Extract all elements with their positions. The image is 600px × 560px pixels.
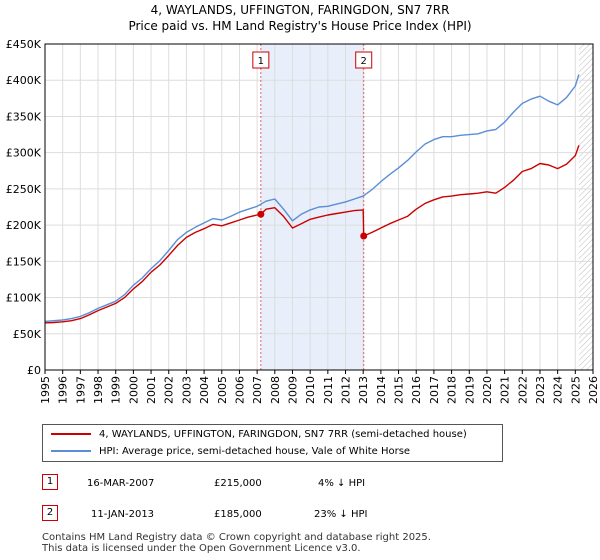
sale-marker-label-1: 1 (258, 56, 264, 67)
legend-item-property: 4, WAYLANDS, UFFINGTON, FARINGDON, SN7 7… (51, 427, 467, 443)
legend-swatch-property (51, 433, 91, 435)
x-tick-label: 2009 (286, 376, 299, 404)
y-tick-label: £150K (6, 255, 42, 268)
x-tick-label: 2014 (375, 376, 388, 404)
y-tick-label: £350K (6, 110, 42, 123)
sale-row-1: 1 16-MAR-2007 £215,000 4% ↓ HPI (42, 474, 562, 492)
sale-marker-box-2 (355, 51, 373, 69)
sale-badge-1: 1 (42, 474, 58, 490)
sale-hpi-1: 4% ↓ HPI (318, 478, 366, 489)
x-tick-label: 2002 (163, 376, 176, 404)
x-tick-label: 2019 (463, 376, 476, 404)
property-series-line (44, 145, 580, 324)
price-chart: £0 £50K £100K £150K £200K £250K £300K £350K £400… (6, 38, 600, 404)
plot-frame (44, 43, 594, 371)
legend-item-hpi: HPI: Average price, semi-detached house,… (51, 444, 410, 460)
hatched-region (578, 44, 593, 370)
x-tick-label: 2005 (216, 376, 229, 404)
x-tick-label: 2012 (340, 376, 353, 404)
x-tick-label: 2016 (410, 376, 423, 404)
x-tick-label: 1996 (57, 376, 70, 404)
sale-marker-box-1 (252, 51, 270, 69)
y-tick-label: £0 (27, 364, 41, 377)
ownership-shaded-region (260, 44, 364, 370)
x-tick-label: 2022 (516, 376, 529, 404)
sale-badge-2: 2 (42, 505, 58, 521)
x-tick-label: 2021 (499, 376, 512, 404)
y-tick-label: £400K (6, 74, 42, 87)
sale-row-2: 2 11-JAN-2013 £185,000 23% ↓ HPI (42, 505, 562, 523)
sale-date-2: 11-JAN-2013 (91, 509, 155, 520)
chart-subtitle: Price paid vs. HM Land Registry's House … (128, 19, 472, 33)
x-tick-label: 2013 (357, 376, 370, 404)
footer-copyright: Contains HM Land Registry data © Crown c… (42, 532, 431, 543)
x-tick-label: 2006 (233, 376, 246, 404)
x-tick-label: 2001 (145, 376, 158, 404)
x-tick-label: 2018 (446, 376, 459, 404)
sale-hpi-2: 23% ↓ HPI (314, 509, 368, 520)
x-tick-label: 2020 (481, 376, 494, 404)
sale-price-1: £215,000 (214, 478, 262, 489)
x-tick-label: 2015 (393, 376, 406, 404)
hpi-series-line (44, 74, 580, 323)
sale-point-1 (257, 210, 265, 218)
legend-swatch-hpi (51, 450, 91, 452)
x-tick-label: 1995 (39, 376, 52, 404)
x-tick-label: 1997 (74, 376, 87, 404)
footer-licence: This data is licensed under the Open Gov… (42, 543, 361, 554)
y-tick-label: £200K (6, 219, 42, 232)
x-tick-label: 2024 (552, 376, 565, 404)
chart-title: 4, WAYLANDS, UFFINGTON, FARINGDON, SN7 7… (150, 3, 450, 17)
x-tick-label: 2025 (569, 376, 582, 404)
x-tick-label: 2011 (322, 376, 335, 404)
x-tick-label: 2010 (304, 376, 317, 404)
x-tick-label: 2017 (428, 376, 441, 404)
x-tick-label: 2023 (534, 376, 547, 404)
legend-label-property: 4, WAYLANDS, UFFINGTON, FARINGDON, SN7 7… (99, 429, 467, 440)
x-tick-label: 2026 (587, 376, 600, 404)
legend: 4, WAYLANDS, UFFINGTON, FARINGDON, SN7 7… (42, 424, 503, 462)
y-tick-label: £250K (6, 183, 42, 196)
y-tick-label: £100K (6, 292, 42, 305)
x-tick-label: 2000 (127, 376, 140, 404)
y-tick-label: £300K (6, 147, 42, 160)
x-tick-label: 2008 (269, 376, 282, 404)
y-tick-label: £50K (13, 328, 42, 341)
x-tick-label: 1998 (92, 376, 105, 404)
x-tick-label: 2007 (251, 376, 264, 404)
sale-price-2: £185,000 (214, 509, 262, 520)
legend-label-hpi: HPI: Average price, semi-detached house,… (99, 446, 411, 457)
sale-date-1: 16-MAR-2007 (87, 478, 155, 489)
sale-marker-label-2: 2 (361, 56, 367, 67)
sale-point-2 (360, 232, 368, 240)
x-tick-label: 2004 (198, 376, 211, 404)
x-tick-label: 1999 (110, 376, 123, 404)
x-tick-label: 2003 (180, 376, 193, 404)
y-tick-label: £450K (6, 38, 42, 51)
